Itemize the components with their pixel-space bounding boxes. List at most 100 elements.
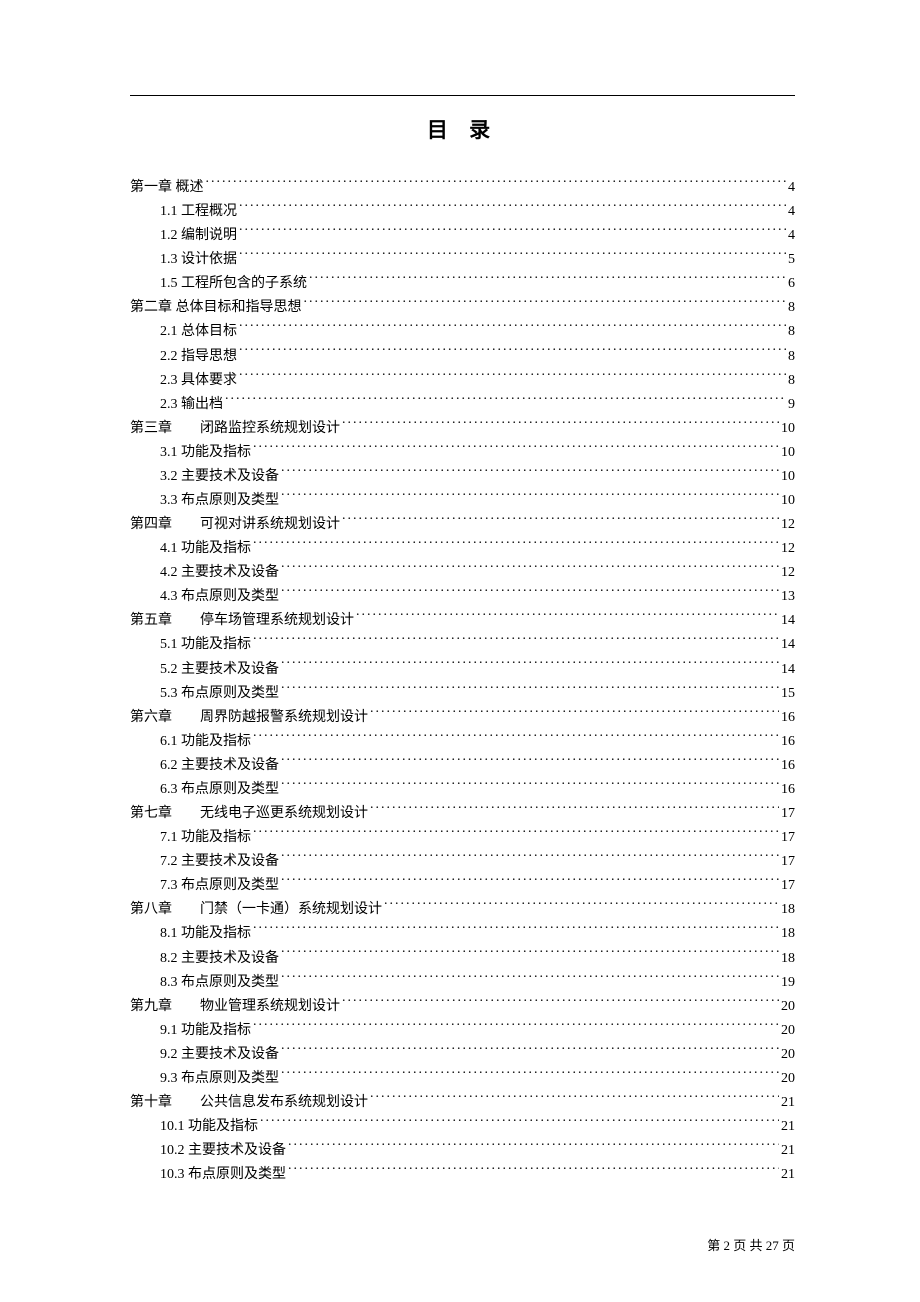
toc-entry: 8.3 布点原则及类型19: [130, 971, 795, 995]
toc-leader-dots: [281, 755, 779, 769]
toc-entry-label: 9.3 布点原则及类型: [160, 1067, 279, 1091]
toc-entry: 5.3 布点原则及类型 15: [130, 682, 795, 706]
toc-leader-dots: [239, 225, 786, 239]
page-footer: 第 2 页 共 27 页: [707, 1235, 795, 1254]
toc-entry-label: 5.3 布点原则及类型: [160, 682, 279, 706]
toc-entry-label: 6.3 布点原则及类型: [160, 778, 279, 802]
toc-entry-label: 第二章 总体目标和指导思想: [130, 296, 302, 320]
toc-entry: 3.1 功能及指标10: [130, 441, 795, 465]
toc-entry-label: 10.1 功能及指标: [160, 1115, 258, 1139]
toc-entry-label: 第五章 停车场管理系统规划设计: [130, 609, 354, 633]
toc-entry-page: 16: [781, 754, 795, 778]
toc-entry-page: 10: [781, 465, 795, 489]
toc-entry-page: 21: [781, 1139, 795, 1163]
toc-entry-page: 18: [781, 922, 795, 946]
toc-entry-label: 2.3 输出档: [160, 393, 223, 417]
toc-entry-page: 17: [781, 850, 795, 874]
toc-entry: 9.1 功能及指标20: [130, 1019, 795, 1043]
toc-entry: 第七章 无线电子巡更系统规划设计17: [130, 802, 795, 826]
toc-entry-page: 8: [788, 345, 795, 369]
toc-entry-page: 20: [781, 1019, 795, 1043]
toc-entry-page: 8: [788, 296, 795, 320]
toc-leader-dots: [281, 948, 779, 962]
toc-leader-dots: [281, 466, 779, 480]
toc-leader-dots: [260, 1116, 779, 1130]
toc-entry: 1.5 工程所包含的子系统6: [130, 272, 795, 296]
toc-leader-dots: [342, 418, 779, 432]
toc-entry-label: 1.3 设计依据: [160, 248, 237, 272]
toc-entry: 2.3 输出档9: [130, 393, 795, 417]
header-rule: [130, 95, 795, 96]
toc-leader-dots: [342, 514, 779, 528]
footer-middle: 页 共: [733, 1238, 762, 1253]
toc-leader-dots: [281, 1044, 779, 1058]
toc-entry-label: 1.2 编制说明: [160, 224, 237, 248]
toc-leader-dots: [253, 731, 779, 745]
toc-entry: 10.2 主要技术及设备 21: [130, 1139, 795, 1163]
toc-entry-label: 3.3 布点原则及类型: [160, 489, 279, 513]
toc-entry-page: 14: [781, 658, 795, 682]
toc-entry-page: 20: [781, 1043, 795, 1067]
toc-entry-page: 20: [781, 1067, 795, 1091]
toc-entry: 第二章 总体目标和指导思想 8: [130, 296, 795, 320]
toc-leader-dots: [304, 297, 787, 311]
toc-leader-dots: [370, 803, 779, 817]
toc-leader-dots: [370, 707, 779, 721]
toc-entry-label: 4.3 布点原则及类型: [160, 585, 279, 609]
toc-entry-label: 7.3 布点原则及类型: [160, 874, 279, 898]
toc-entry-label: 5.2 主要技术及设备: [160, 658, 279, 682]
toc-leader-dots: [384, 899, 779, 913]
toc-entry-label: 第四章 可视对讲系统规划设计: [130, 513, 340, 537]
toc-entry-page: 16: [781, 778, 795, 802]
toc-leader-dots: [253, 1020, 779, 1034]
toc-entry-page: 10: [781, 417, 795, 441]
toc-entry: 1.2 编制说明 4: [130, 224, 795, 248]
toc-entry-label: 2.2 指导思想: [160, 345, 237, 369]
toc-entry: 第九章 物业管理系统规划设计20: [130, 995, 795, 1019]
toc-entry-page: 8: [788, 369, 795, 393]
toc-entry-label: 6.2 主要技术及设备: [160, 754, 279, 778]
toc-leader-dots: [281, 659, 779, 673]
toc-leader-dots: [253, 538, 779, 552]
toc-entry-page: 10: [781, 489, 795, 513]
toc-entry: 9.2 主要技术及设备20: [130, 1043, 795, 1067]
toc-entry-page: 14: [781, 633, 795, 657]
toc-entry: 第一章 概述 4: [130, 176, 795, 200]
toc-entry: 6.2 主要技术及设备 16: [130, 754, 795, 778]
toc-entry: 4.3 布点原则及类型 13: [130, 585, 795, 609]
footer-current: 2: [723, 1238, 730, 1253]
toc-leader-dots: [288, 1140, 779, 1154]
toc-entry: 第五章 停车场管理系统规划设计 14: [130, 609, 795, 633]
toc-entry-label: 2.1 总体目标: [160, 320, 237, 344]
toc-entry: 2.3 具体要求8: [130, 369, 795, 393]
toc-entry: 3.3 布点原则及类型 10: [130, 489, 795, 513]
toc-leader-dots: [253, 827, 779, 841]
toc-entry-page: 4: [788, 176, 795, 200]
toc-leader-dots: [356, 610, 779, 624]
toc-leader-dots: [370, 1092, 779, 1106]
toc-entry-label: 10.2 主要技术及设备: [160, 1139, 286, 1163]
toc-entry-page: 8: [788, 320, 795, 344]
toc-entry-page: 14: [781, 609, 795, 633]
toc-entry-label: 1.1 工程概况: [160, 200, 237, 224]
toc-leader-dots: [281, 779, 779, 793]
toc-leader-dots: [239, 201, 786, 215]
toc-leader-dots: [281, 562, 779, 576]
toc-leader-dots: [253, 634, 779, 648]
toc-entry-label: 3.2 主要技术及设备: [160, 465, 279, 489]
toc-entry-page: 17: [781, 874, 795, 898]
toc-entry: 2.2 指导思想 8: [130, 345, 795, 369]
toc-entry-page: 10: [781, 441, 795, 465]
toc-entry-label: 第一章 概述: [130, 176, 204, 200]
toc-leader-dots: [225, 394, 786, 408]
toc-entry-label: 第七章 无线电子巡更系统规划设计: [130, 802, 368, 826]
toc-leader-dots: [239, 370, 786, 384]
toc-entry-label: 第九章 物业管理系统规划设计: [130, 995, 340, 1019]
toc-entry: 第三章 闭路监控系统规划设计10: [130, 417, 795, 441]
toc-entry-page: 15: [781, 682, 795, 706]
toc-leader-dots: [239, 346, 786, 360]
toc-entry-page: 13: [781, 585, 795, 609]
toc-entry-page: 6: [788, 272, 795, 296]
toc-entry-page: 4: [788, 224, 795, 248]
toc-leader-dots: [253, 442, 779, 456]
